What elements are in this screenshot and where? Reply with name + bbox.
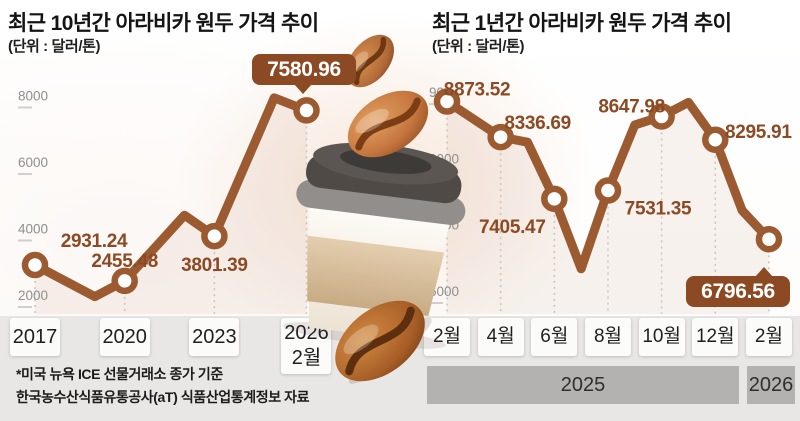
x-axis-tick-text: 8월 xyxy=(593,326,622,348)
x-axis-tick-box: 8월 xyxy=(584,318,631,356)
right-chart-title: 최근 1년간 아라비카 원두 가격 추이 xyxy=(432,12,732,35)
data-point-label: 3801.39 xyxy=(181,255,248,276)
data-point-label: 2455.48 xyxy=(91,251,158,272)
data-point-label: 8295.91 xyxy=(725,122,792,143)
x-axis-tick-text: 2017 xyxy=(12,325,58,348)
data-point-marker xyxy=(111,267,138,295)
y-tick-dash xyxy=(18,106,32,109)
x-axis-tick-text: 2023 xyxy=(192,325,237,348)
data-point-marker xyxy=(541,185,568,213)
data-point-marker xyxy=(201,222,228,250)
left-chart-title: 최근 10년간 아라비카 원두 가격 추이 xyxy=(8,12,319,35)
area-fill xyxy=(35,97,307,314)
data-point-label: 7405.47 xyxy=(479,217,546,238)
x-axis-tick-text: 2020 xyxy=(102,325,147,348)
x-axis-tick-box: 6월 xyxy=(531,318,578,356)
price-line xyxy=(30,93,311,302)
data-point-marker xyxy=(433,88,461,115)
x-axis-tick-box: 2월 xyxy=(745,318,792,356)
x-axis-tick-box: 2023 xyxy=(189,318,240,356)
callout-pointer-icon xyxy=(294,84,312,94)
callout-pointer-icon xyxy=(755,267,773,277)
x-axis-tick-text: 6월 xyxy=(540,326,569,348)
x-axis-tick-box: 2017 xyxy=(10,318,60,356)
year-bar-label: 2025 xyxy=(560,373,606,396)
data-point-marker xyxy=(648,103,675,130)
y-tick-dash xyxy=(429,169,443,172)
data-point-marker xyxy=(293,97,320,124)
x-axis-tick-text: 2월 xyxy=(291,347,322,369)
y-tick-label: 7000 xyxy=(429,218,459,233)
y-tick-label: 4000 xyxy=(18,222,48,237)
left-chart-unit-label: (단위 : 달러/톤) xyxy=(8,38,101,55)
y-tick-dash xyxy=(429,235,443,238)
y-tick-label: 2000 xyxy=(18,288,48,303)
x-axis-tick-box: 2020 xyxy=(99,318,150,356)
footnote-source-line2: 한국농수산식품유통공사(aT) 식품산업통계정보 자료 xyxy=(16,389,310,405)
x-axis-tick-text: 4월 xyxy=(486,326,515,348)
year-bar-2026: 2026 xyxy=(747,366,795,404)
data-point-label: 7531.35 xyxy=(625,198,692,219)
y-tick-dash xyxy=(18,173,32,175)
footnote-source-line1: *미국 뉴욕 ICE 선물거래소 종가 기준 xyxy=(16,366,223,382)
price-callout-one-year: 6796.56 xyxy=(686,267,790,307)
data-point-marker xyxy=(594,177,622,204)
x-axis-tick-text: 12월 xyxy=(695,326,735,348)
x-axis-tick-box: 10월 xyxy=(638,318,685,356)
data-point-label: 8647.98 xyxy=(598,96,665,117)
y-tick-dash xyxy=(18,239,32,242)
x-axis-tick-box: 2026 2월 xyxy=(281,318,332,374)
data-point-label: 8873.52 xyxy=(444,79,511,100)
y-tick-dash xyxy=(18,306,32,308)
y-tick-label: 8000 xyxy=(429,151,459,166)
price-callout-ten-year: 7580.96 xyxy=(252,54,356,94)
callout-value: 6796.56 xyxy=(701,279,775,303)
data-point-marker xyxy=(21,251,49,279)
callout-value: 7580.96 xyxy=(267,57,341,81)
data-point-marker xyxy=(487,123,514,151)
x-axis-tick-box: 12월 xyxy=(692,318,739,356)
x-axis-tick-box: 4월 xyxy=(477,318,524,356)
year-bar-2025: 2025 xyxy=(427,366,739,404)
x-axis-tick-text: 2026 xyxy=(284,322,329,344)
x-axis-tick-box: 2월 xyxy=(424,318,470,356)
data-point-marker xyxy=(755,225,783,253)
year-bar-label: 2026 xyxy=(748,373,794,396)
data-point-marker xyxy=(702,126,729,154)
x-axis-tick-text: 10월 xyxy=(642,326,681,348)
x-axis-tick-text: 2월 xyxy=(754,326,783,348)
data-point-label: 2931.24 xyxy=(61,231,128,252)
y-tick-label: 8000 xyxy=(18,89,48,104)
right-chart-unit-label: (단위 : 달러/톤) xyxy=(432,38,525,55)
x-axis-tick-text: 2월 xyxy=(432,326,462,348)
y-tick-label: 6000 xyxy=(18,155,48,170)
y-tick-dash xyxy=(429,302,443,304)
data-point-label: 8336.69 xyxy=(504,113,571,134)
y-tick-label: 6000 xyxy=(429,284,459,299)
